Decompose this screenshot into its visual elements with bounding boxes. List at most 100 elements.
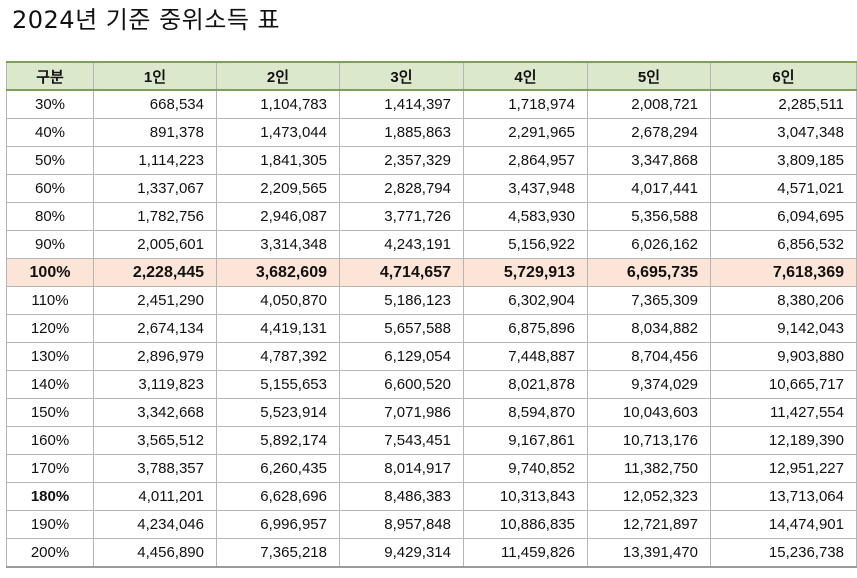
income-cell: 3,347,868 — [587, 146, 711, 175]
income-cell: 4,714,657 — [339, 258, 464, 287]
income-cell: 5,156,922 — [463, 230, 588, 259]
income-cell: 7,618,369 — [710, 258, 857, 287]
income-cell: 9,903,880 — [710, 342, 857, 371]
income-cell: 6,094,695 — [710, 202, 857, 231]
row-label: 200% — [6, 538, 94, 568]
row-label: 130% — [6, 342, 94, 371]
income-cell: 4,050,870 — [216, 286, 340, 315]
income-cell: 8,021,878 — [463, 370, 588, 399]
table-row: 120% 2,674,134 4,419,131 5,657,588 6,875,896… — [6, 314, 857, 343]
table-header: 구분 1인 2인 3인 4인 5인 6인 — [6, 61, 857, 91]
table-row: 150% 3,342,668 5,523,914 7,071,986 8,594,870… — [6, 398, 857, 427]
income-cell: 2,674,134 — [93, 314, 217, 343]
table-row: 60% 1,337,067 2,209,565 2,828,794 3,437,948 4… — [6, 174, 857, 203]
income-cell: 11,459,826 — [463, 538, 588, 568]
income-cell: 1,782,756 — [93, 202, 217, 231]
header-category: 구분 — [6, 61, 94, 91]
income-cell: 3,809,185 — [710, 146, 857, 175]
income-cell: 8,380,206 — [710, 286, 857, 315]
income-cell: 1,104,783 — [216, 89, 340, 119]
income-cell: 6,875,896 — [463, 314, 588, 343]
income-cell: 2,896,979 — [93, 342, 217, 371]
header-5-person: 5인 — [587, 61, 711, 91]
income-cell: 2,864,957 — [463, 146, 588, 175]
income-cell: 3,437,948 — [463, 174, 588, 203]
income-cell: 891,378 — [93, 118, 217, 147]
header-3-person: 3인 — [339, 61, 464, 91]
row-label: 80% — [6, 202, 94, 231]
income-cell: 7,448,887 — [463, 342, 588, 371]
table-row: 160% 3,565,512 5,892,174 7,543,451 9,167,861… — [6, 426, 857, 455]
income-cell: 9,740,852 — [463, 454, 588, 483]
income-cell: 10,043,603 — [587, 398, 711, 427]
income-cell: 8,014,917 — [339, 454, 464, 483]
row-label: 150% — [6, 398, 94, 427]
income-cell: 12,721,897 — [587, 510, 711, 539]
income-cell: 8,704,456 — [587, 342, 711, 371]
income-cell: 6,260,435 — [216, 454, 340, 483]
table-row: 80% 1,782,756 2,946,087 3,771,726 4,583,930 5… — [6, 202, 857, 231]
income-cell: 5,356,588 — [587, 202, 711, 231]
income-cell: 4,017,441 — [587, 174, 711, 203]
income-cell: 5,523,914 — [216, 398, 340, 427]
income-cell: 4,583,930 — [463, 202, 588, 231]
income-cell: 4,456,890 — [93, 538, 217, 568]
income-cell: 2,005,601 — [93, 230, 217, 259]
income-cell: 2,228,445 — [93, 258, 217, 287]
income-cell: 10,713,176 — [587, 426, 711, 455]
income-cell: 5,155,653 — [216, 370, 340, 399]
income-cell: 3,314,348 — [216, 230, 340, 259]
income-cell: 14,474,901 — [710, 510, 857, 539]
income-cell: 2,357,329 — [339, 146, 464, 175]
income-cell: 11,382,750 — [587, 454, 711, 483]
income-cell: 3,771,726 — [339, 202, 464, 231]
row-label: 30% — [6, 89, 94, 119]
income-cell: 1,114,223 — [93, 146, 217, 175]
income-cell: 5,892,174 — [216, 426, 340, 455]
income-cell: 12,052,323 — [587, 482, 711, 511]
income-cell: 4,011,201 — [93, 482, 217, 511]
income-cell: 9,429,314 — [339, 538, 464, 568]
income-cell: 6,856,532 — [710, 230, 857, 259]
income-cell: 6,628,696 — [216, 482, 340, 511]
header-2-person: 2인 — [216, 61, 340, 91]
income-cell: 1,337,067 — [93, 174, 217, 203]
income-cell: 3,119,823 — [93, 370, 217, 399]
page-title: 2024년 기준 중위소득 표 — [12, 6, 281, 34]
income-cell: 6,026,162 — [587, 230, 711, 259]
income-cell: 2,008,721 — [587, 89, 711, 119]
income-cell: 6,996,957 — [216, 510, 340, 539]
table-row: 30% 668,534 1,104,783 1,414,397 1,718,974 2,0… — [6, 89, 857, 119]
income-cell: 2,451,290 — [93, 286, 217, 315]
income-cell: 7,365,309 — [587, 286, 711, 315]
income-cell: 4,571,021 — [710, 174, 857, 203]
row-label: 140% — [6, 370, 94, 399]
income-cell: 6,695,735 — [587, 258, 711, 287]
income-cell: 1,473,044 — [216, 118, 340, 147]
income-cell: 10,886,835 — [463, 510, 588, 539]
income-cell: 1,414,397 — [339, 89, 464, 119]
row-label: 120% — [6, 314, 94, 343]
income-cell: 10,313,843 — [463, 482, 588, 511]
row-label: 170% — [6, 454, 94, 483]
table-row: 140% 3,119,823 5,155,653 6,600,520 8,021,878… — [6, 370, 857, 399]
table-row: 90% 2,005,601 3,314,348 4,243,191 5,156,922 6… — [6, 230, 857, 259]
income-cell: 5,657,588 — [339, 314, 464, 343]
income-cell: 6,129,054 — [339, 342, 464, 371]
income-cell: 7,543,451 — [339, 426, 464, 455]
income-cell: 8,486,383 — [339, 482, 464, 511]
income-cell: 2,291,965 — [463, 118, 588, 147]
row-label: 60% — [6, 174, 94, 203]
income-cell: 1,885,863 — [339, 118, 464, 147]
row-label: 90% — [6, 230, 94, 259]
income-cell: 7,365,218 — [216, 538, 340, 568]
income-cell: 2,828,794 — [339, 174, 464, 203]
income-cell: 668,534 — [93, 89, 217, 119]
income-cell: 6,600,520 — [339, 370, 464, 399]
row-label: 160% — [6, 426, 94, 455]
income-cell: 15,236,738 — [710, 538, 857, 568]
table-row: 50% 1,114,223 1,841,305 2,357,329 2,864,957 3… — [6, 146, 857, 175]
header-1-person: 1인 — [93, 61, 217, 91]
income-cell: 13,713,064 — [710, 482, 857, 511]
income-cell: 2,285,511 — [710, 89, 857, 119]
